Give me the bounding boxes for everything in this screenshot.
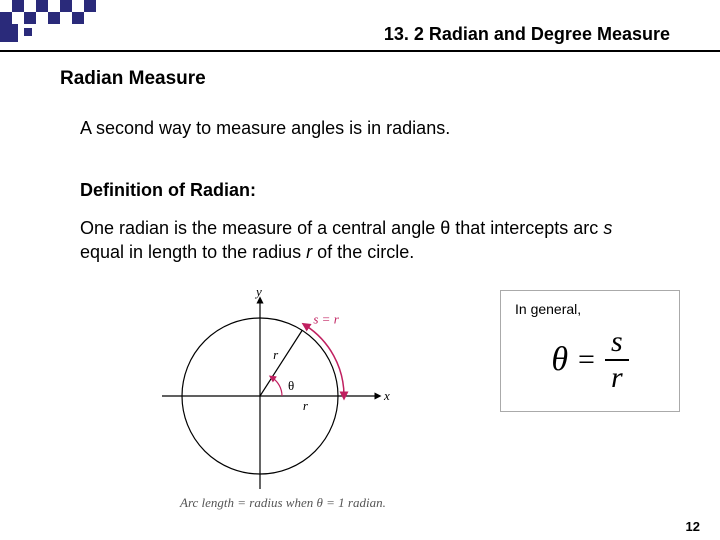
svg-text:θ: θ	[288, 378, 294, 393]
section-title: Radian Measure	[60, 68, 206, 90]
diagram-svg: xyrrθs = r	[150, 288, 410, 493]
definition-pre: One radian is the measure of a central a…	[80, 218, 440, 238]
definition-body: One radian is the measure of a central a…	[80, 216, 660, 265]
definition-s-symbol: s	[603, 218, 612, 238]
radian-circle-diagram: xyrrθs = r	[150, 288, 410, 508]
definition-theta-symbol: θ	[440, 218, 450, 238]
diagram-caption: Arc length = radius when θ = 1 radian.	[180, 495, 386, 511]
formula-box: In general, θ = s r	[500, 290, 680, 412]
slide-title: 13. 2 Radian and Degree Measure	[384, 24, 670, 45]
formula-equation: θ = s r	[515, 327, 665, 393]
formula-numerator: s	[605, 327, 629, 357]
intro-text: A second way to measure angles is in rad…	[80, 118, 450, 139]
definition-post: of the circle.	[312, 242, 414, 262]
svg-text:y: y	[254, 288, 262, 299]
svg-text:r: r	[273, 347, 279, 362]
title-rule	[0, 50, 720, 52]
definition-heading: Definition of Radian:	[80, 180, 256, 201]
definition-mid: that intercepts arc	[450, 218, 603, 238]
formula-fraction: s r	[605, 327, 629, 393]
formula-theta: θ	[551, 341, 568, 379]
formula-denominator: r	[605, 363, 629, 393]
caption-prefix: Arc length = radius when	[180, 495, 316, 510]
svg-text:s = r: s = r	[313, 311, 339, 326]
page-number: 12	[686, 519, 700, 534]
caption-suffix: = 1 radian.	[323, 495, 386, 510]
formula-equals: =	[578, 343, 595, 377]
svg-text:r: r	[303, 398, 309, 413]
formula-in-general: In general,	[515, 301, 665, 317]
definition-mid2: equal in length to the radius	[80, 242, 306, 262]
svg-text:x: x	[383, 388, 390, 403]
